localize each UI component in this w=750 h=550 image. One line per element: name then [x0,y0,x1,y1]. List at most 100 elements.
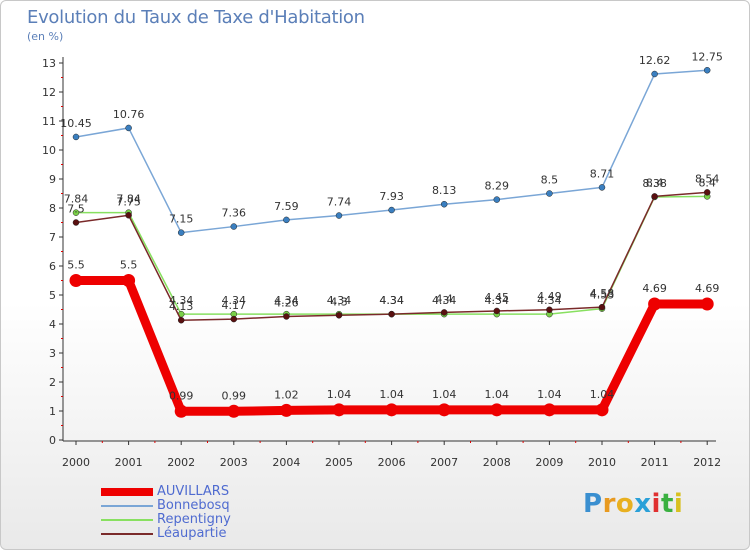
chart-subtitle: (en %) [27,30,64,43]
data-point [69,274,83,287]
y-tick-label: 5 [49,289,56,302]
y-tick-label: 9 [49,173,56,186]
data-point [72,133,80,141]
data-label: 8.4 [646,176,664,189]
data-label: 7.75 [116,195,141,208]
data-point [546,190,553,197]
data-label: 1.04 [537,388,562,401]
data-label: 4.3 [330,295,348,308]
data-label: 1.04 [590,388,615,401]
data-label: 0.99 [169,389,194,402]
legend-label: Repentigny [157,512,231,527]
data-point [598,303,606,311]
logo-letter: o [615,489,635,519]
legend-item: AUVILLARS [101,485,231,499]
data-point [493,307,501,315]
data-label: 8.4 [698,176,716,189]
logo-letter: P [583,489,603,519]
data-label: 7.93 [379,190,404,203]
x-tick-label: 2001 [115,456,143,469]
x-tick-label: 2012 [693,456,721,469]
x-tick-label: 2002 [167,456,195,469]
legend-swatch [101,505,153,507]
data-point [279,403,293,417]
data-label: 7.84 [64,193,89,206]
data-point [72,219,80,226]
y-tick-label: 6 [49,260,56,273]
legend-swatch [101,488,153,496]
data-label: 7.74 [327,196,352,209]
data-point [546,306,553,314]
data-label: 1.04 [379,388,404,401]
data-label: 12.62 [639,54,671,67]
data-label: 4.69 [695,282,720,295]
data-label: 4.34 [485,294,510,307]
data-point [388,206,395,214]
y-tick-label: 10 [42,144,56,157]
data-label: 4.34 [379,294,404,307]
data-label: 4.49 [537,290,562,303]
x-tick-label: 2004 [272,456,300,469]
data-point [385,403,399,417]
data-label: 4.26 [274,296,299,309]
data-point [177,229,185,236]
legend-item: Bonnebosq [101,499,231,513]
data-point [227,404,241,418]
data-point [177,316,185,324]
x-tick-label: 2009 [535,456,563,469]
legend-label: AUVILLARS [157,484,230,499]
legend-label: Bonnebosq [157,498,230,513]
data-point [230,315,238,323]
data-point [440,309,448,316]
data-point [122,274,136,287]
data-point [595,403,609,417]
data-label: 8.29 [485,180,510,193]
data-label: 4.34 [379,294,404,307]
legend-item: Repentigny [101,513,231,527]
data-label: 4.69 [642,282,667,295]
y-tick-label: 13 [42,57,56,70]
data-point [700,297,714,311]
data-point [388,310,395,318]
data-label: 7.59 [274,200,299,213]
x-tick-label: 2007 [430,456,458,469]
data-label: 7.5 [67,203,85,216]
data-label: 1.04 [327,388,352,401]
proxiti-logo: Proxiti [583,489,683,519]
data-label: 1.02 [274,388,299,401]
data-label: 4.13 [169,300,194,313]
logo-letter: i [651,489,661,519]
data-point [125,124,132,132]
x-tick-label: 2006 [378,456,406,469]
x-tick-label: 2003 [220,456,248,469]
data-point [174,404,188,418]
y-tick-label: 7 [49,231,56,244]
x-tick-label: 2010 [588,456,616,469]
legend-swatch [101,533,153,535]
data-label: 8.13 [432,184,457,197]
data-label: 8.71 [590,167,615,180]
data-label: 4.4 [435,292,453,305]
data-label: 0.99 [222,389,247,402]
x-tick-label: 2011 [641,456,669,469]
data-point [493,196,501,203]
data-label: 7.36 [222,207,247,220]
y-tick-label: 0 [49,434,56,447]
data-point [598,184,606,191]
data-label: 4.17 [222,299,247,312]
data-label: 1.04 [485,388,510,401]
data-point [703,189,711,196]
data-label: 8.54 [695,172,720,185]
data-point [651,70,658,78]
y-tick-label: 12 [42,86,56,99]
chart-legend: AUVILLARS Bonnebosq Repentigny Léaupartie [101,485,231,541]
data-label: 5.5 [120,259,138,272]
data-label: 4.34 [274,294,299,307]
chart-title: Evolution du Taux de Taxe d'Habitation [27,7,365,28]
x-tick-label: 2000 [62,456,90,469]
y-tick-label: 1 [49,405,56,418]
data-label: 4.34 [222,294,247,307]
data-point [542,403,556,417]
